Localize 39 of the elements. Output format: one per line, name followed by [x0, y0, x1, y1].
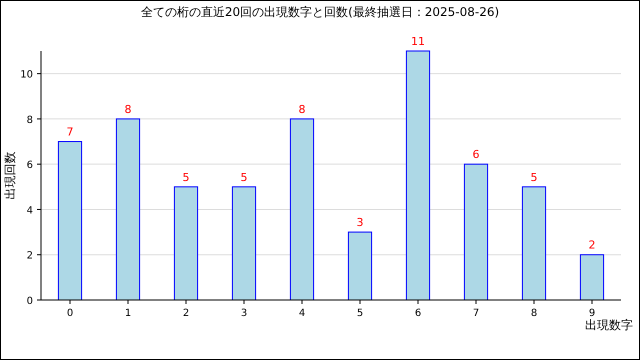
bar	[116, 118, 140, 300]
chart-title: 全ての桁の直近20回の出現数字と回数(最終抽選日：2025-08-26)	[140, 5, 500, 19]
data-label: 2	[588, 238, 596, 252]
y-tick-label: 0	[26, 296, 33, 307]
x-tick-label: 7	[472, 308, 480, 319]
bar	[406, 50, 430, 300]
data-label: 8	[124, 102, 132, 116]
bar	[290, 118, 314, 300]
data-label: 5	[240, 170, 248, 184]
bar	[174, 186, 198, 300]
bar	[348, 232, 372, 300]
bar	[464, 164, 488, 300]
bar	[522, 186, 546, 300]
x-tick-label: 5	[356, 308, 364, 319]
x-tick-label: 0	[66, 308, 74, 319]
data-label: 8	[298, 102, 306, 116]
x-axis-title: 出現数字	[585, 318, 633, 332]
x-tick-label: 4	[298, 308, 306, 319]
y-axis-title: 出現回数	[3, 152, 17, 200]
y-tick-label: 4	[26, 205, 33, 216]
x-tick-label: 2	[182, 308, 190, 319]
x-tick-label: 6	[414, 308, 422, 319]
data-label: 5	[182, 170, 190, 184]
bar	[232, 186, 256, 300]
data-label: 3	[356, 216, 364, 230]
data-label: 6	[472, 148, 480, 162]
x-tick-label: 1	[124, 308, 132, 319]
data-label: 5	[530, 170, 538, 184]
y-tick-label: 8	[26, 114, 33, 126]
x-tick-label: 3	[240, 308, 248, 319]
data-label: 11	[411, 35, 425, 48]
x-tick-label: 8	[530, 308, 538, 319]
bar	[58, 141, 82, 300]
bar	[580, 254, 604, 300]
x-tick-label: 9	[588, 308, 596, 319]
y-tick-label: 6	[26, 160, 33, 172]
data-label: 7	[66, 126, 74, 139]
y-tick-label: 2	[26, 250, 33, 262]
y-tick-label: 10	[20, 70, 33, 81]
